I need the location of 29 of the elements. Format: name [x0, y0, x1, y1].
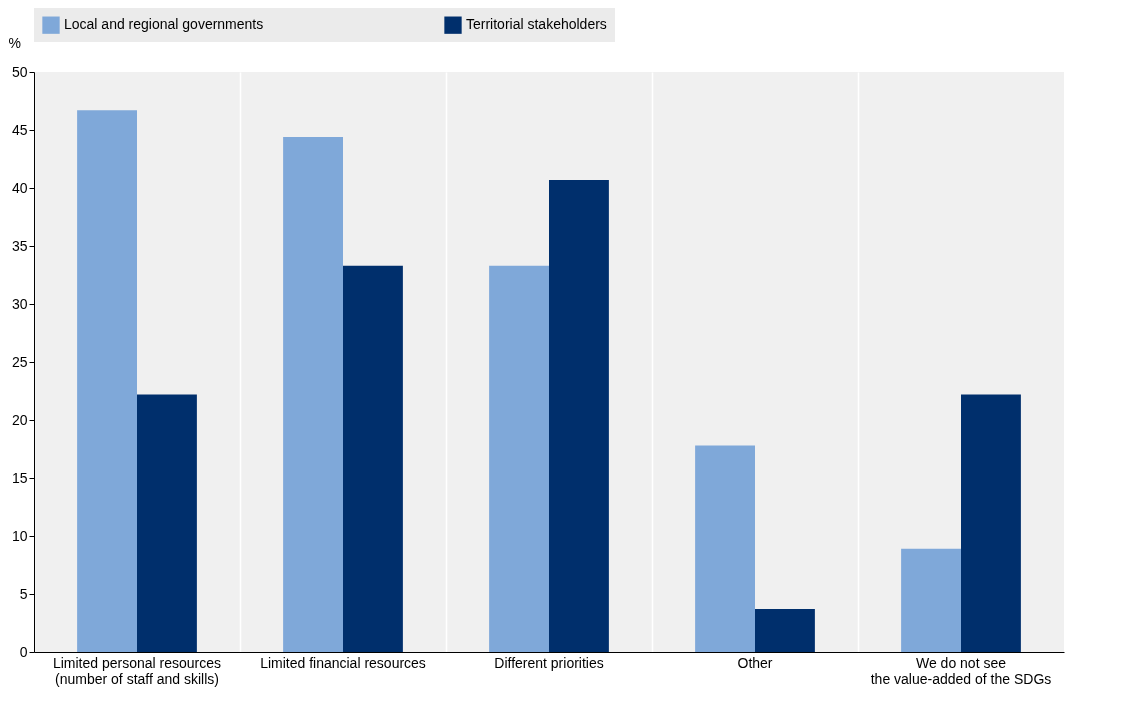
- y-tick-label: 25: [11, 353, 28, 370]
- legend-label: Territorial stakeholders: [466, 16, 607, 33]
- y-tick-label: 10: [11, 527, 28, 544]
- bar: [695, 445, 755, 652]
- y-tick-label: 40: [11, 179, 28, 196]
- y-tick-label: 20: [11, 411, 28, 428]
- y-tick-label: 45: [11, 121, 28, 138]
- y-tick-label: 35: [11, 237, 28, 254]
- y-tick-label: 15: [11, 469, 28, 486]
- y-tick-label: 5: [19, 585, 28, 602]
- bar: [283, 136, 343, 652]
- x-tick-label: Limited personal resources (number of staff and skills): [52, 654, 222, 687]
- x-tick-label: Different priorities: [494, 654, 604, 671]
- bar: [549, 179, 609, 652]
- bar: [901, 548, 961, 652]
- y-tick-label: 0: [19, 643, 28, 660]
- bar: [961, 394, 1021, 652]
- bar: [755, 609, 815, 652]
- bar: [489, 265, 549, 652]
- bar: [137, 394, 197, 652]
- bar: [77, 110, 137, 652]
- legend-label: Local and regional governments: [64, 16, 264, 33]
- x-tick-label: Other: [737, 654, 773, 671]
- bar: [343, 265, 403, 652]
- x-tick-label: Limited financial resources: [260, 654, 426, 671]
- x-tick-label: We do not see the value-added of the SDGs: [870, 654, 1052, 687]
- y-tick-label: 30: [11, 295, 28, 312]
- y-tick-label: 50: [11, 63, 28, 80]
- y-axis-title: %: [8, 34, 21, 51]
